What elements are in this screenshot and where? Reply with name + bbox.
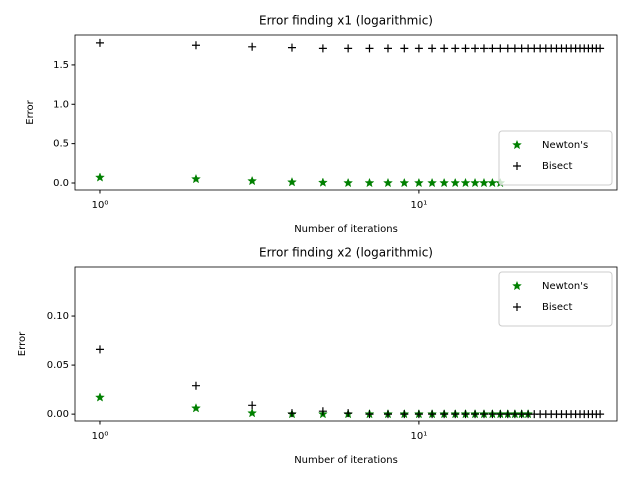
star-marker xyxy=(95,392,105,402)
plus-marker xyxy=(248,42,257,51)
x-tick-label: 10⁰ xyxy=(92,431,109,442)
plus-marker xyxy=(479,44,488,53)
chart-title: Error finding x1 (logarithmic) xyxy=(259,14,433,28)
plus-marker xyxy=(95,345,104,354)
star-marker xyxy=(95,172,105,182)
plus-marker xyxy=(471,44,480,53)
y-tick-label: 0.0 xyxy=(53,178,69,189)
plus-marker xyxy=(344,44,353,53)
plus-marker xyxy=(400,44,409,53)
star-marker xyxy=(383,177,393,188)
plus-marker xyxy=(461,44,470,53)
y-tick-label: 0.5 xyxy=(53,139,69,150)
plus-marker xyxy=(440,410,449,419)
plus-marker xyxy=(440,44,449,53)
plus-marker xyxy=(510,410,519,419)
star-marker xyxy=(487,177,498,188)
plus-marker xyxy=(451,410,460,419)
y-axis-label: Error xyxy=(25,99,36,124)
star-marker xyxy=(399,177,410,188)
plus-marker xyxy=(479,410,488,419)
legend-box xyxy=(498,271,613,327)
star-marker xyxy=(512,139,522,150)
star-marker xyxy=(427,177,438,188)
plus-marker xyxy=(95,38,104,47)
plus-marker xyxy=(461,410,470,419)
plus-marker xyxy=(496,410,505,419)
y-tick-label: 1.0 xyxy=(53,99,69,110)
legend-label: Newton's xyxy=(542,281,588,292)
plus-marker xyxy=(287,43,296,52)
star-marker xyxy=(343,177,354,188)
x-tick-label: 10¹ xyxy=(411,200,428,211)
plus-marker xyxy=(383,410,392,419)
legend-label: Bisect xyxy=(542,161,572,172)
legend-label: Bisect xyxy=(542,302,572,313)
plus-marker xyxy=(318,44,327,53)
star-marker xyxy=(460,177,471,188)
star-marker xyxy=(413,177,424,188)
star-marker xyxy=(364,177,375,188)
plus-marker xyxy=(596,44,605,53)
plus-marker xyxy=(428,44,437,53)
plus-marker xyxy=(513,303,521,311)
plus-marker xyxy=(510,44,519,53)
star-marker xyxy=(191,173,201,184)
star-marker xyxy=(317,177,328,187)
x-tick-label: 10⁰ xyxy=(92,200,109,211)
y-tick-label: 0.10 xyxy=(47,311,69,322)
star-marker xyxy=(247,407,258,418)
plus-marker xyxy=(488,410,497,419)
plus-marker xyxy=(383,44,392,53)
plus-marker xyxy=(365,410,374,419)
x-axis-label: Number of iterations xyxy=(294,455,398,466)
star-marker xyxy=(470,177,481,188)
legend-box xyxy=(498,130,613,186)
plus-marker xyxy=(428,410,437,419)
star-marker xyxy=(287,176,297,187)
star-marker xyxy=(450,177,461,188)
y-tick-label: 0.05 xyxy=(47,360,69,371)
plus-marker xyxy=(451,44,460,53)
star-marker xyxy=(191,403,201,413)
plus-marker xyxy=(503,44,512,53)
plus-marker xyxy=(287,409,296,418)
plus-marker xyxy=(400,410,409,419)
y-axis-label: Error xyxy=(17,331,28,356)
star-marker xyxy=(247,175,258,186)
chart-title: Error finding x2 (logarithmic) xyxy=(259,246,433,260)
plus-marker xyxy=(596,410,605,419)
x-tick-label: 10¹ xyxy=(411,431,428,442)
plus-marker xyxy=(496,44,505,53)
x-axis-label: Number of iterations xyxy=(294,224,398,235)
star-marker xyxy=(512,280,522,291)
plus-marker xyxy=(344,409,353,418)
legend-label: Newton's xyxy=(542,140,588,151)
plus-marker xyxy=(414,44,423,53)
plus-marker xyxy=(318,407,327,416)
y-tick-label: 0.00 xyxy=(47,409,69,420)
plus-marker xyxy=(365,44,374,53)
plus-marker xyxy=(191,381,200,390)
plus-marker xyxy=(191,41,200,50)
star-marker xyxy=(479,177,489,188)
y-tick-label: 1.5 xyxy=(53,60,69,71)
plot-frame xyxy=(74,266,618,422)
star-marker xyxy=(439,177,450,188)
plus-marker xyxy=(503,410,512,419)
plus-marker xyxy=(488,44,497,53)
plus-marker xyxy=(414,410,423,419)
plot-frame xyxy=(74,34,618,191)
plus-marker xyxy=(471,410,480,419)
plus-marker xyxy=(513,162,521,170)
plus-marker xyxy=(248,401,257,410)
